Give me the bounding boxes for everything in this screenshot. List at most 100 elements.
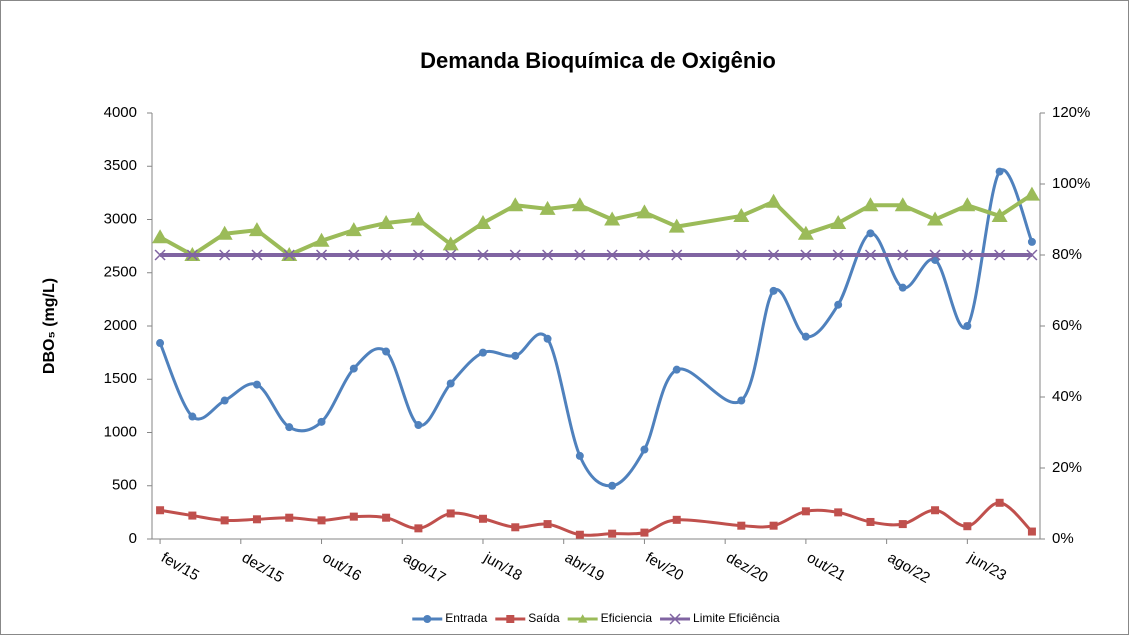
point (574, 249, 586, 261)
point (768, 249, 780, 261)
point (959, 197, 976, 212)
y-tick-label: 3000 (104, 210, 137, 227)
point (864, 249, 877, 261)
point (252, 515, 261, 524)
point (669, 613, 681, 625)
point (866, 229, 875, 238)
point (285, 423, 294, 432)
point (511, 351, 520, 360)
y-tick-label: 0 (129, 530, 137, 547)
point (961, 249, 973, 261)
point (769, 521, 778, 530)
point (445, 249, 457, 261)
point (542, 249, 554, 261)
point (188, 412, 197, 421)
point (414, 421, 423, 430)
point (1026, 249, 1038, 261)
point (283, 249, 295, 261)
point (608, 529, 617, 538)
point (380, 249, 392, 261)
point (735, 249, 747, 261)
point (349, 364, 358, 373)
series-line (158, 168, 1034, 488)
y-tick-label: 2500 (104, 264, 137, 281)
point (152, 229, 169, 244)
point (317, 417, 326, 426)
legend: Entrada Saída Eficiencia Limite Eficiência (412, 611, 780, 625)
point (832, 249, 844, 261)
point (963, 322, 972, 330)
point (571, 197, 588, 212)
point (317, 516, 326, 525)
point (345, 222, 362, 237)
point (543, 334, 552, 343)
y2-tick-label: 60% (1052, 317, 1082, 334)
point (442, 236, 459, 251)
point (800, 249, 812, 261)
y-tick-label: 1500 (104, 370, 137, 387)
point (927, 211, 944, 226)
legend-label: Saída (528, 611, 560, 625)
point (834, 508, 843, 517)
y2-tick-label: 80% (1052, 246, 1082, 263)
point (382, 347, 391, 356)
point (929, 249, 941, 261)
point (636, 204, 653, 219)
point (315, 249, 328, 261)
point (797, 225, 814, 240)
point (994, 249, 1006, 261)
point (1027, 527, 1036, 536)
point (539, 200, 556, 215)
point (349, 512, 358, 521)
point (671, 249, 683, 261)
point (423, 615, 432, 623)
point (575, 530, 584, 539)
point (737, 396, 746, 405)
y2-tick-label: 100% (1052, 175, 1090, 192)
point (477, 249, 489, 261)
point (154, 249, 166, 261)
point (478, 348, 487, 357)
point (638, 249, 650, 261)
legend-label: Entrada (445, 611, 487, 625)
y2-tick-label: 40% (1052, 388, 1082, 405)
point (186, 249, 198, 261)
point (382, 513, 391, 522)
point (543, 520, 552, 529)
point (898, 283, 907, 292)
point (801, 507, 810, 516)
point (446, 379, 455, 388)
point (769, 286, 778, 295)
point (348, 249, 360, 261)
point (506, 615, 515, 623)
point (511, 523, 520, 532)
y-tick-label: 1000 (104, 423, 137, 440)
y-tick-label: 3500 (104, 157, 137, 174)
point (963, 522, 972, 531)
y-tick-label: 500 (112, 477, 137, 494)
point (248, 222, 265, 237)
point (285, 513, 294, 522)
point (1023, 186, 1040, 201)
point (252, 380, 261, 389)
point (509, 249, 521, 261)
y2-tick-label: 120% (1052, 104, 1090, 121)
point (830, 215, 847, 230)
point (474, 215, 491, 230)
point (156, 339, 165, 348)
point (219, 249, 231, 261)
point (410, 211, 427, 226)
legend-label: Eficiencia (601, 611, 653, 625)
point (640, 445, 649, 454)
point (995, 167, 1004, 176)
point (672, 365, 681, 374)
point (478, 514, 487, 523)
point (188, 511, 197, 520)
chart-title: Demanda Bioquímica de Oxigênio (420, 48, 776, 73)
point (1027, 237, 1036, 246)
point (251, 249, 263, 261)
point (216, 225, 233, 240)
point (446, 509, 455, 518)
point (894, 197, 911, 212)
